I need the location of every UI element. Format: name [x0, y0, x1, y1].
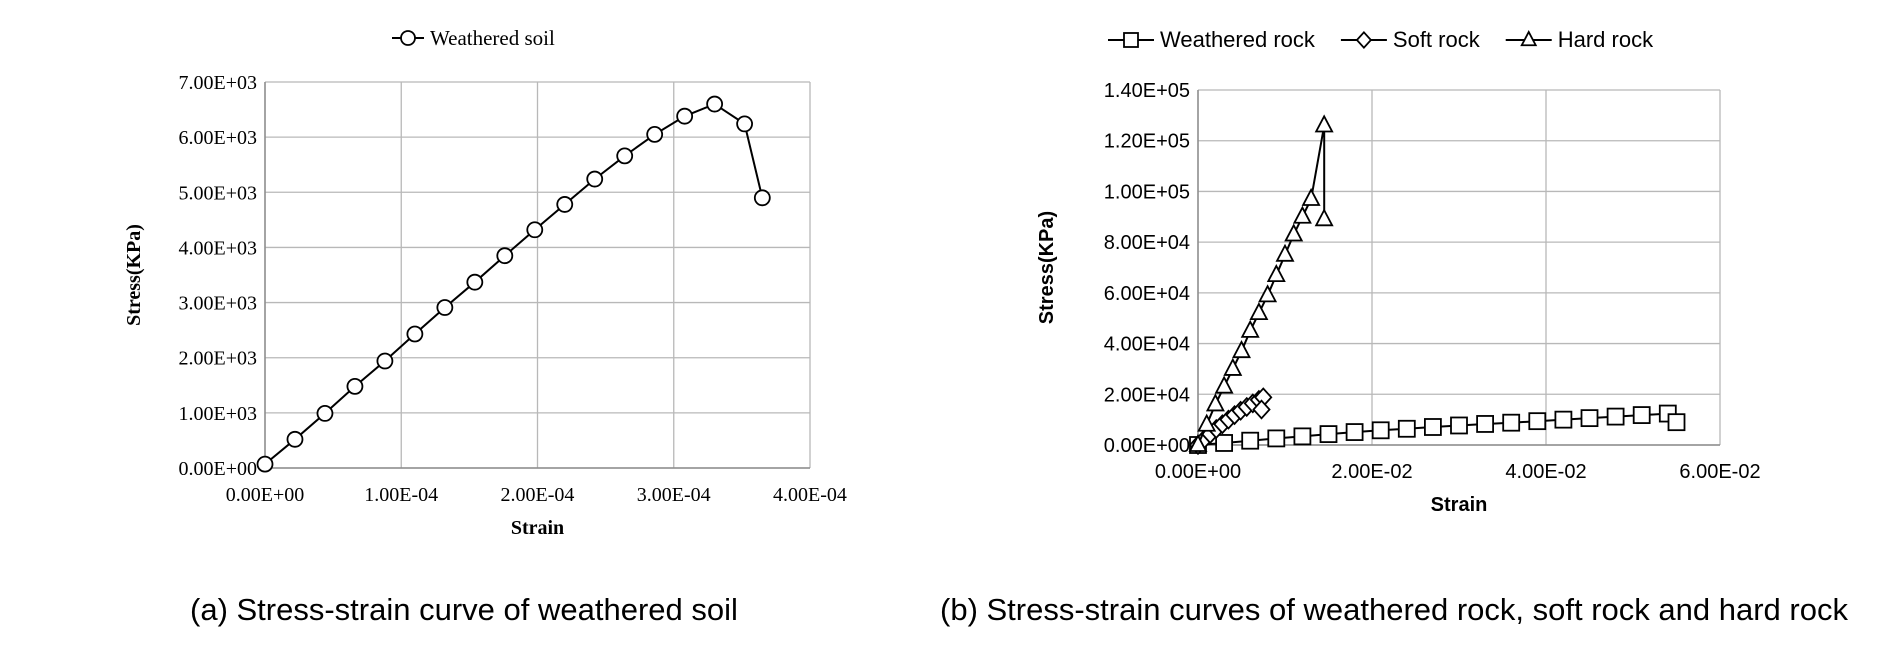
- y-tick-label: 4.00E+04: [1104, 334, 1190, 356]
- y-tick-label: 4.00E+03: [179, 237, 258, 259]
- data-point: [1258, 284, 1278, 303]
- data-point: [1215, 434, 1233, 452]
- data-point: [1301, 187, 1321, 206]
- x-tick-label: 4.00E-02: [1505, 461, 1586, 483]
- data-point: [466, 273, 484, 291]
- caption-b: (b) Stress-strain curves of weathered ro…: [940, 592, 1848, 627]
- data-point: [1554, 410, 1573, 429]
- x-tick-label: 4.00E-04: [773, 484, 847, 506]
- data-point: [556, 196, 574, 213]
- data-point: [1188, 433, 1208, 452]
- data-point: [1214, 375, 1234, 394]
- data-point: [1284, 223, 1304, 242]
- legend-marker: [1355, 30, 1373, 50]
- y-tick-label: 7.00E+03: [179, 72, 258, 94]
- y-tick-label: 6.00E+04: [1104, 283, 1190, 305]
- y-axis-title: Stress(KPa): [123, 224, 145, 326]
- data-point: [1266, 263, 1286, 283]
- data-point: [1223, 357, 1243, 376]
- x-tick-label: 6.00E-02: [1679, 461, 1760, 483]
- data-point: [376, 352, 394, 370]
- x-tick-label: 3.00E-04: [637, 484, 711, 506]
- legend-marker: [1123, 32, 1139, 48]
- data-point: [1275, 243, 1295, 262]
- data-point: [1528, 412, 1547, 431]
- legend-label: Weathered rock: [1160, 27, 1316, 52]
- data-point: [1580, 409, 1599, 428]
- data-point: [1371, 421, 1390, 440]
- data-point: [1606, 407, 1625, 426]
- legend-label: Weathered soil: [430, 26, 555, 50]
- data-point: [1293, 427, 1312, 446]
- data-point: [1424, 418, 1442, 436]
- x-tick-label: 2.00E-04: [501, 484, 575, 506]
- y-tick-label: 2.00E+03: [179, 348, 258, 370]
- x-axis-title: Strain: [1431, 494, 1488, 516]
- data-point: [1476, 415, 1494, 433]
- data-point: [1232, 340, 1251, 359]
- x-tick-label: 2.00E-02: [1331, 461, 1412, 483]
- y-tick-label: 2.00E+04: [1104, 384, 1190, 406]
- legend-label: Hard rock: [1558, 27, 1654, 52]
- data-point: [1345, 423, 1364, 441]
- data-point: [616, 147, 634, 165]
- data-point: [1197, 413, 1217, 432]
- y-tick-label: 0.00E+00: [179, 458, 258, 480]
- chart-rocks: 0.00E+00 2.00E+04 4.00E+04 6.00E+04 8.00E+04…: [1036, 27, 1761, 516]
- x-tick-label: 1.00E-04: [364, 484, 438, 506]
- x-tick-label: 0.00E+00: [1155, 461, 1241, 483]
- data-point: [753, 189, 771, 207]
- data-point: [1205, 393, 1225, 412]
- data-point: [1632, 406, 1651, 424]
- y-tick-label: 1.20E+05: [1104, 131, 1190, 153]
- data-point: [406, 325, 424, 343]
- y-tick-label: 3.00E+03: [179, 293, 258, 315]
- data-point: [1314, 208, 1334, 227]
- data-point: [1292, 205, 1312, 224]
- y-tick-label: 6.00E+03: [179, 127, 258, 149]
- series-line: [1197, 125, 1326, 446]
- y-tick-label: 8.00E+04: [1104, 232, 1190, 254]
- data-point: [1267, 429, 1286, 448]
- series-line: [264, 102, 764, 465]
- caption-a: (a) Stress-strain curve of weathered soi…: [190, 592, 738, 627]
- data-point: [436, 299, 454, 316]
- data-point: [1314, 114, 1334, 133]
- y-tick-label: 1.40E+05: [1104, 80, 1190, 102]
- data-point: [586, 170, 604, 188]
- data-point: [736, 115, 753, 133]
- data-point: [526, 221, 544, 239]
- x-axis-title: Strain: [511, 517, 564, 539]
- legend-label: Soft rock: [1393, 27, 1481, 52]
- data-point: [286, 430, 304, 448]
- y-tick-label: 1.00E+03: [179, 403, 258, 425]
- data-point: [496, 247, 514, 265]
- data-point: [1450, 416, 1468, 435]
- data-point: [1240, 319, 1260, 338]
- data-point: [1319, 425, 1338, 443]
- data-point: [346, 377, 364, 395]
- y-axis-title: Stress(KPa): [1036, 211, 1058, 324]
- data-point: [1249, 302, 1269, 321]
- data-point: [706, 95, 724, 113]
- x-tick-label: 0.00E+00: [226, 484, 305, 506]
- legend-marker: [400, 30, 416, 46]
- data-point: [1252, 399, 1271, 420]
- data-point: [1397, 419, 1416, 438]
- legend-marker: [1520, 30, 1538, 47]
- y-tick-label: 5.00E+03: [179, 182, 258, 204]
- data-point: [1667, 413, 1686, 432]
- data-point: [676, 107, 694, 125]
- chart-weathered-soil: 0.00E+00 1.00E+03 2.00E+03 3.00E+03 4.00E+03…: [123, 26, 847, 539]
- data-point: [1241, 431, 1260, 450]
- data-point: [646, 125, 664, 143]
- data-point: [316, 405, 334, 422]
- y-tick-label: 0.00E+00: [1104, 435, 1190, 457]
- data-point: [256, 455, 274, 473]
- y-tick-label: 1.00E+05: [1104, 181, 1190, 203]
- data-point: [1502, 413, 1521, 432]
